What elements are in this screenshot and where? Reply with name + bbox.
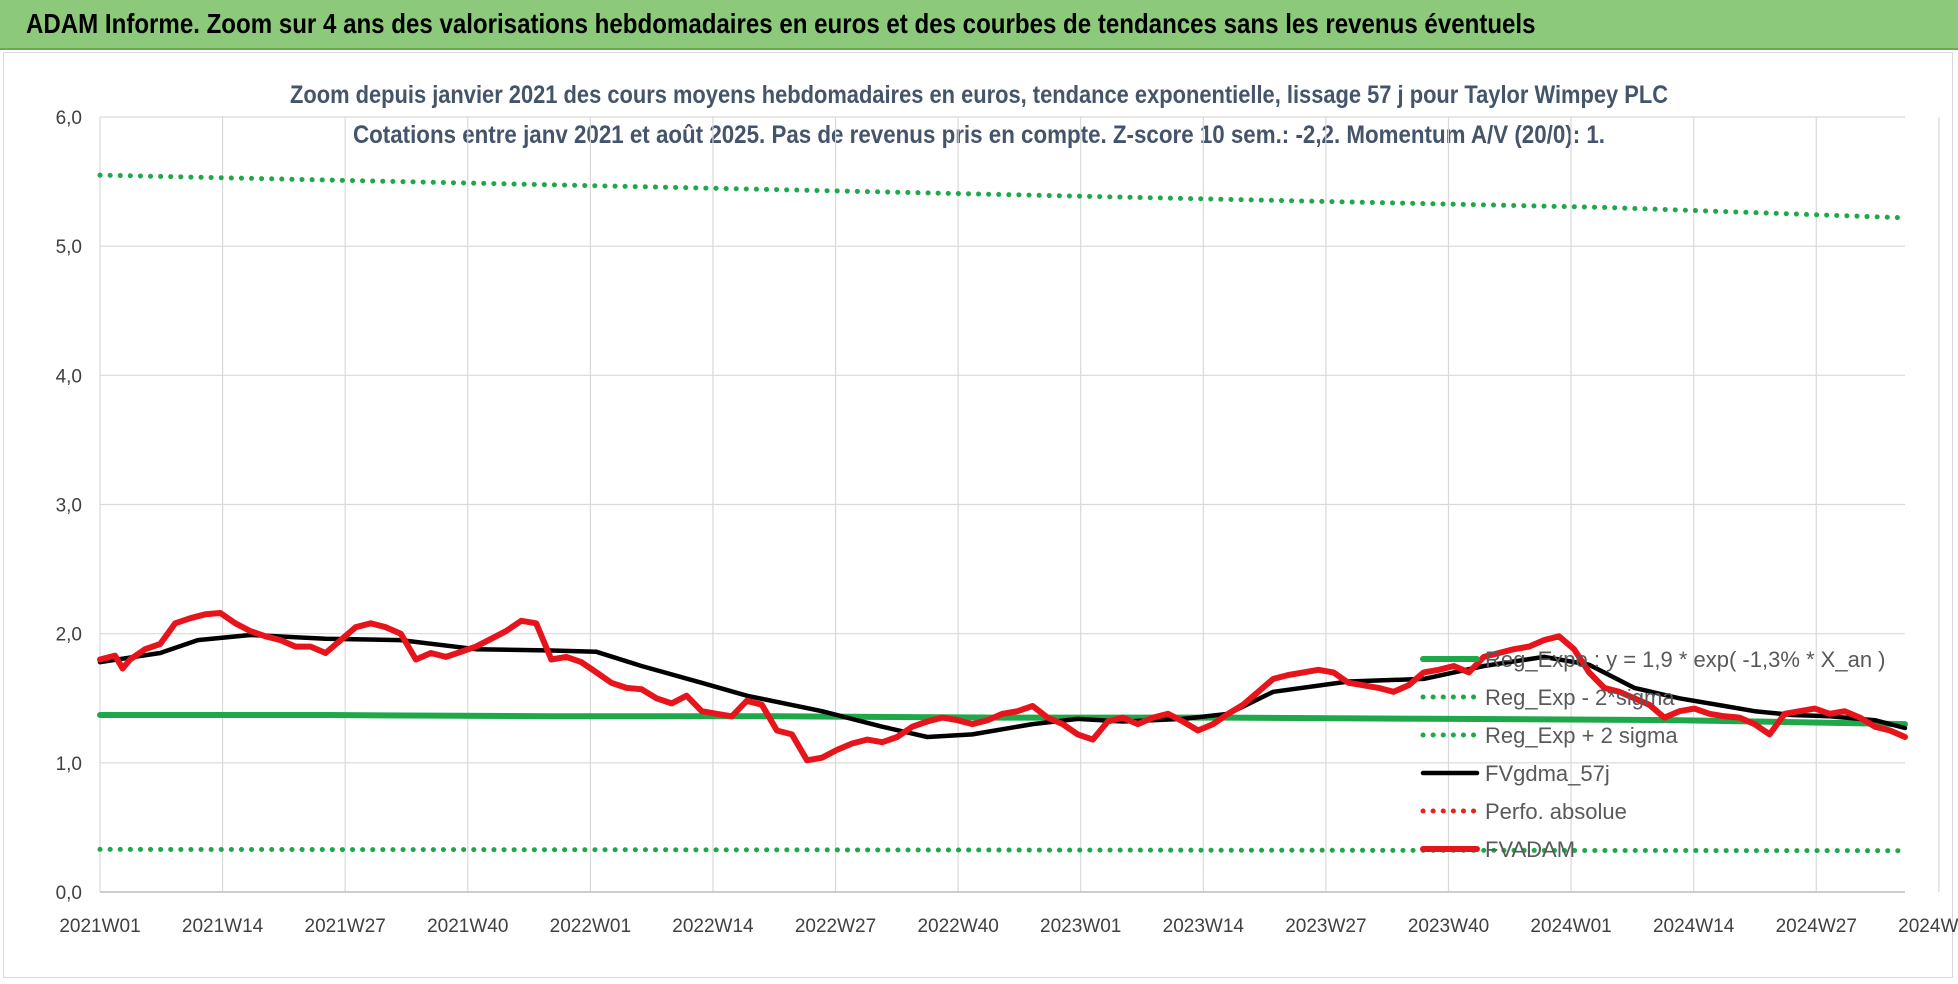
y-tick-label: 6,0: [56, 108, 82, 129]
x-tick-label: 2021W27: [305, 916, 386, 937]
x-tick-label: 2022W40: [917, 916, 998, 937]
series-line-0: [97, 712, 1908, 728]
x-tick-label: 2023W14: [1163, 916, 1245, 937]
banner-title: ADAM Informe. Zoom sur 4 ans des valoris…: [26, 8, 1536, 39]
legend-label: Reg_Exp + 2 sigma: [1485, 723, 1678, 748]
series-line-2: [97, 172, 1908, 221]
x-tick-label: 2022W27: [795, 916, 876, 937]
y-tick-label: 4,0: [56, 366, 82, 387]
y-tick-label: 2,0: [56, 625, 82, 646]
x-tick-label: 2023W40: [1408, 916, 1489, 937]
x-tick-label: 2024W01: [1530, 916, 1611, 937]
x-tick-label: 2023W27: [1285, 916, 1366, 937]
legend-label: FVADAM: [1485, 837, 1575, 862]
x-tick-label: 2024W14: [1653, 916, 1735, 937]
x-tick-label: 2021W01: [59, 916, 140, 937]
chart-title-line: Zoom depuis janvier 2021 des cours moyen…: [290, 81, 1668, 109]
banner: ADAM Informe. Zoom sur 4 ans des valoris…: [0, 0, 1958, 50]
y-tick-label: 3,0: [56, 496, 82, 517]
x-tick-label: 2022W01: [550, 916, 631, 937]
legend-label: FVgdma_57j: [1485, 761, 1610, 786]
series-line-3: [97, 632, 1908, 740]
chart-frame: [3, 52, 1953, 978]
series-line-1: [97, 846, 1908, 854]
y-tick-label: 5,0: [56, 237, 82, 258]
legend-label: Reg_Exp - 2*sigma: [1485, 685, 1675, 710]
legend-label: Reg_Expo : y = 1,9 * exp( -1,3% * X_an ): [1485, 647, 1886, 672]
chart-title-line: Cotations entre janv 2021 et août 2025. …: [353, 121, 1605, 149]
x-tick-label: 2022W14: [672, 916, 754, 937]
x-tick-label: 2023W01: [1040, 916, 1121, 937]
x-tick-label: 2021W14: [182, 916, 264, 937]
y-tick-label: 0,0: [56, 883, 82, 904]
y-tick-label: 1,0: [56, 754, 82, 775]
series-line-5: [97, 610, 1908, 764]
x-tick-label: 2021W40: [427, 916, 508, 937]
x-tick-label: 2024W27: [1776, 916, 1857, 937]
x-tick-label: 2024W40: [1898, 916, 1958, 937]
legend-label: Perfo. absolue: [1485, 799, 1627, 824]
